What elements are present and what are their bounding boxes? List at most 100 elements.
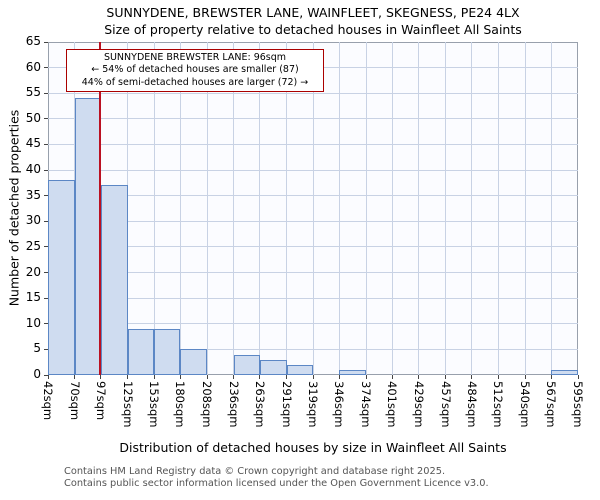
x-tick-mark: [259, 375, 261, 379]
x-tick-label: 153sqm: [147, 381, 162, 428]
y-tick-label: 45: [25, 136, 41, 151]
x-tick-label: 374sqm: [359, 381, 374, 428]
x-tick-mark: [127, 375, 129, 379]
x-tick-mark: [74, 375, 76, 379]
x-tick-label: 208sqm: [200, 381, 215, 428]
vertical-gridline: [312, 42, 314, 375]
histogram-bar: [154, 328, 181, 375]
x-tick-label: 484sqm: [464, 381, 479, 428]
y-tick-label: 5: [33, 341, 41, 356]
x-tick-mark: [153, 375, 155, 379]
footer: Contains HM Land Registry data © Crown c…: [64, 466, 489, 490]
y-tick-mark: [44, 323, 48, 325]
annotation-line-2: ← 54% of detached houses are smaller (87…: [91, 64, 299, 76]
x-tick-label: 263sqm: [252, 381, 267, 428]
y-tick-label: 55: [25, 85, 41, 100]
x-tick-mark: [338, 375, 340, 379]
marker-line: [99, 42, 101, 375]
vertical-gridline: [524, 42, 526, 375]
x-tick-mark: [418, 375, 420, 379]
x-tick-label: 291sqm: [279, 381, 294, 428]
x-tick-label: 457sqm: [438, 381, 453, 428]
vertical-gridline: [471, 42, 473, 375]
vertical-gridline: [497, 42, 499, 375]
x-tick-mark: [391, 375, 393, 379]
vertical-gridline: [233, 42, 235, 375]
y-tick-label: 65: [25, 34, 41, 48]
x-tick-label: 319sqm: [306, 381, 321, 428]
x-tick-mark: [445, 375, 447, 379]
y-tick-mark: [44, 297, 48, 299]
y-tick-mark: [44, 169, 48, 171]
y-tick-mark: [44, 143, 48, 145]
histogram-bar: [100, 185, 128, 375]
y-tick-label: 60: [25, 59, 41, 74]
vertical-gridline: [338, 42, 340, 375]
annotation-line-3: 44% of semi-detached houses are larger (…: [81, 76, 309, 88]
x-tick-label: 567sqm: [544, 381, 559, 428]
x-tick-mark: [471, 375, 473, 379]
vertical-gridline: [127, 42, 129, 375]
y-tick-label: 40: [25, 162, 41, 177]
y-tick-mark: [44, 374, 48, 376]
x-tick-label: 595sqm: [571, 381, 585, 428]
x-tick-label: 236sqm: [226, 381, 241, 428]
x-tick-label: 42sqm: [41, 381, 55, 421]
histogram-bar: [48, 180, 75, 375]
y-tick-label: 25: [25, 238, 41, 253]
x-tick-label: 540sqm: [518, 381, 533, 428]
vertical-gridline: [286, 42, 288, 375]
x-tick-mark: [286, 375, 288, 379]
y-tick-label: 15: [25, 290, 41, 305]
y-tick-label: 10: [25, 315, 41, 330]
x-tick-mark: [497, 375, 499, 379]
x-tick-label: 429sqm: [411, 381, 426, 428]
x-tick-mark: [365, 375, 367, 379]
vertical-gridline: [206, 42, 208, 375]
vertical-gridline: [153, 42, 155, 375]
x-tick-label: 401sqm: [385, 381, 400, 428]
x-tick-label: 97sqm: [93, 381, 108, 421]
y-tick-mark: [44, 246, 48, 248]
x-tick-mark: [47, 375, 49, 379]
histogram-bar: [286, 364, 314, 375]
vertical-gridline: [550, 42, 552, 375]
histogram-bar: [339, 369, 367, 375]
x-tick-label: 346sqm: [332, 381, 347, 428]
vertical-gridline: [365, 42, 367, 375]
y-tick-label: 20: [25, 264, 41, 279]
histogram-bar: [259, 359, 287, 375]
chart-subtitle: Size of property relative to detached ho…: [104, 22, 522, 37]
histogram-bar: [551, 369, 578, 375]
y-tick-mark: [44, 220, 48, 222]
x-tick-mark: [577, 375, 579, 379]
y-tick-mark: [44, 348, 48, 350]
footer-line-2: Contains public sector information licen…: [64, 477, 489, 489]
vertical-gridline: [445, 42, 447, 375]
histogram-bar: [74, 98, 101, 375]
y-tick-label: 30: [25, 213, 41, 228]
vertical-gridline: [391, 42, 393, 375]
y-tick-label: 50: [25, 110, 41, 125]
y-tick-mark: [44, 67, 48, 69]
chart-title: SUNNYDENE, BREWSTER LANE, WAINFLEET, SKE…: [106, 5, 520, 20]
histogram-bar: [127, 328, 155, 375]
annotation-box: SUNNYDENE BREWSTER LANE: 96sqm ← 54% of …: [66, 49, 324, 93]
x-tick-label: 512sqm: [491, 381, 506, 428]
y-tick-mark: [44, 195, 48, 197]
vertical-gridline: [179, 42, 181, 375]
vertical-gridline: [259, 42, 261, 375]
histogram-bar: [233, 354, 260, 375]
x-tick-mark: [312, 375, 314, 379]
x-tick-mark: [100, 375, 102, 379]
x-tick-mark: [550, 375, 552, 379]
histogram-bar: [180, 349, 208, 375]
x-tick-mark: [179, 375, 181, 379]
annotation-line-1: SUNNYDENE BREWSTER LANE: 96sqm: [103, 52, 287, 63]
y-tick-mark: [44, 118, 48, 120]
y-tick-label: 0: [33, 367, 41, 381]
x-tick-mark: [206, 375, 208, 379]
x-tick-label: 125sqm: [120, 381, 135, 428]
x-axis-label: Distribution of detached houses by size …: [119, 440, 507, 455]
